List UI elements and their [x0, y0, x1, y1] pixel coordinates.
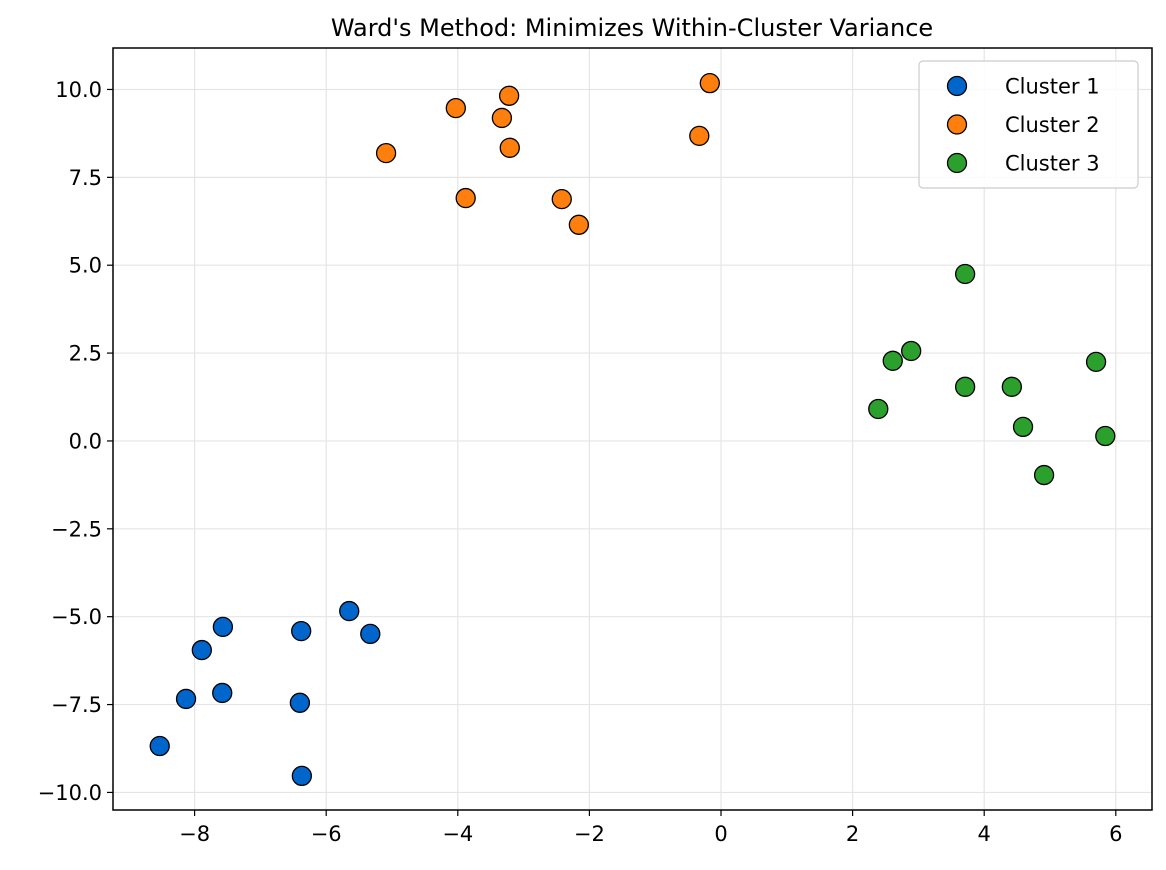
- cluster-1-point: [289, 692, 311, 713]
- cluster-1-point: [149, 735, 170, 757]
- cluster-2-point: [445, 97, 466, 119]
- cluster-1-point: [175, 688, 197, 710]
- cluster-3-point: [1085, 351, 1107, 373]
- plot-frame: [112, 47, 1153, 811]
- cluster-2-point: [491, 107, 513, 129]
- legend-label-cluster-2: Cluster 2: [1005, 113, 1100, 137]
- x-tick-label: −8: [179, 822, 210, 846]
- y-tick-label: 10.0: [55, 78, 102, 102]
- cluster-1-point: [360, 623, 381, 645]
- x-tick-label: −2: [574, 822, 605, 846]
- cluster-2-point: [499, 137, 520, 158]
- cluster-2-point: [375, 142, 397, 164]
- legend-marker-cluster-3: [946, 152, 968, 174]
- legend-label-cluster-3: Cluster 3: [1005, 152, 1100, 176]
- cluster-2-point: [551, 188, 572, 210]
- x-tick-label: 6: [1109, 822, 1122, 846]
- legend-marker-cluster-1: [946, 75, 968, 97]
- axis-ticks: −8 −6 −4 −2 0 2 4 6 10.0 7.5 5.0 2.5 0.0 −2.5 −5.0 −7.5…: [38, 78, 1123, 846]
- y-tick-label: 7.5: [69, 166, 102, 190]
- cluster-3-point: [1033, 464, 1055, 486]
- y-tick-label: 5.0: [69, 254, 102, 278]
- cluster-2-point: [498, 85, 520, 106]
- legend-box: [918, 60, 1139, 189]
- cluster-1-point: [191, 639, 212, 661]
- y-tick-label: 2.5: [69, 342, 102, 366]
- cluster-2-point: [568, 214, 590, 235]
- cluster-3-point: [1095, 425, 1116, 447]
- legend-marker-cluster-2: [946, 114, 968, 135]
- cluster-3-point: [882, 350, 903, 371]
- cluster-1-point: [212, 616, 234, 638]
- cluster-3-point: [901, 340, 922, 362]
- cluster-1-point: [291, 620, 312, 642]
- cluster-3-point: [868, 398, 889, 420]
- x-tick-label: −4: [442, 822, 473, 846]
- y-tick-label: 0.0: [69, 429, 102, 453]
- y-tick-label: −10.0: [38, 781, 102, 805]
- cluster-3-point: [954, 263, 976, 285]
- legend: Cluster 1 Cluster 2 Cluster 3: [918, 60, 1139, 189]
- cluster-3-point: [1001, 376, 1022, 397]
- y-tick-label: −5.0: [51, 605, 102, 629]
- x-tick-label: 4: [978, 822, 991, 846]
- cluster-2-point: [689, 125, 710, 147]
- data-points: [149, 72, 1116, 787]
- grid: [113, 48, 1152, 810]
- cluster-2-point: [699, 72, 720, 94]
- x-tick-label: 2: [846, 822, 859, 846]
- x-tick-label: −6: [311, 822, 342, 846]
- cluster-2-point: [455, 187, 476, 209]
- cluster-1-point: [291, 765, 312, 787]
- cluster-3-point: [954, 376, 976, 397]
- y-tick-label: −2.5: [51, 517, 102, 541]
- y-tick-label: −7.5: [51, 693, 102, 717]
- legend-label-cluster-1: Cluster 1: [1005, 75, 1100, 99]
- cluster-1-point: [339, 600, 360, 622]
- cluster-1-point: [212, 682, 233, 704]
- chart-title: Ward's Method: Minimizes Within-Cluster …: [331, 14, 933, 42]
- x-tick-label: 0: [714, 822, 727, 846]
- cluster-3-point: [1012, 416, 1034, 438]
